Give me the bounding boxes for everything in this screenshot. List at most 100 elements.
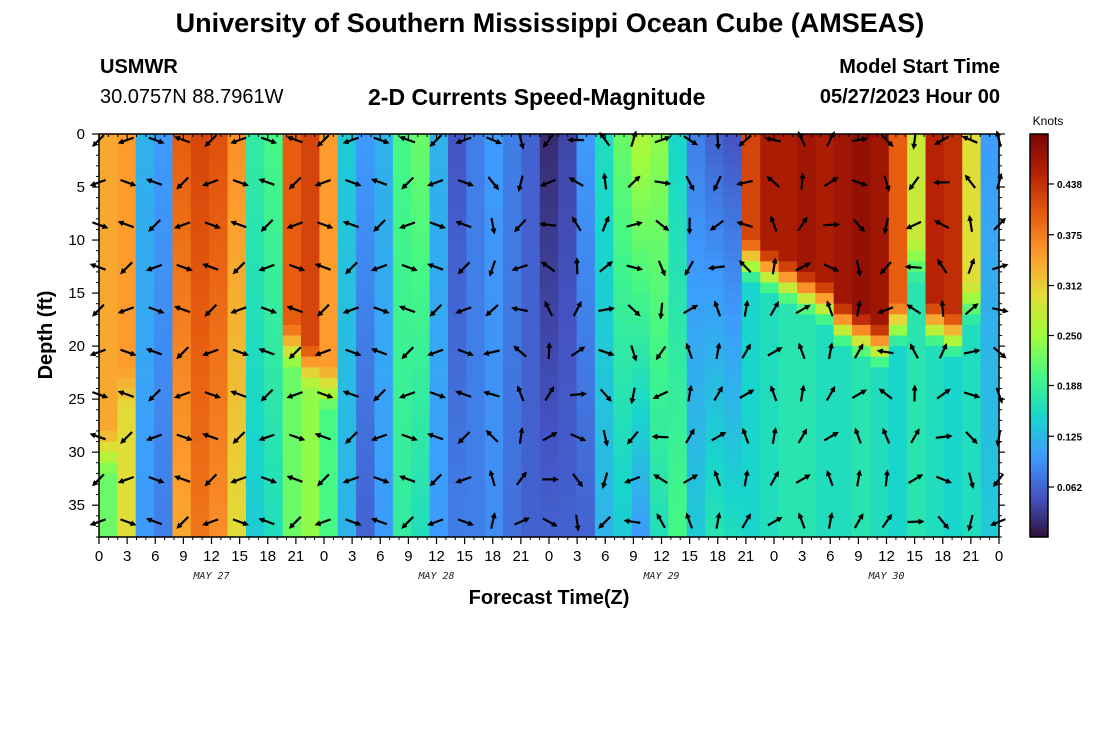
heat-cell [337, 271, 357, 284]
heat-cell [172, 399, 192, 411]
heat-cell [888, 346, 908, 358]
heat-cell [796, 134, 816, 146]
current-arrow [401, 516, 415, 529]
heat-cell [521, 462, 541, 474]
heat-cell [650, 377, 669, 390]
current-vector-arrows [89, 130, 1009, 532]
heat-cell [705, 388, 725, 400]
heat-cell [778, 494, 798, 506]
current-arrow [260, 306, 278, 314]
heat-cell [815, 208, 835, 220]
current-arrow [342, 390, 360, 398]
current-arrow [851, 389, 867, 399]
heat-cell [815, 409, 835, 421]
heat-cell [980, 261, 1000, 273]
heat-cell [576, 324, 596, 337]
heat-cell [980, 430, 1000, 443]
heat-cell [631, 335, 651, 347]
heat-cell [925, 282, 945, 294]
heat-cell [668, 197, 688, 209]
current-arrow [827, 511, 834, 529]
heat-cell [319, 271, 339, 284]
x-date-label: MAY 29 [642, 571, 679, 582]
heat-cell [925, 409, 945, 421]
heat-cell [796, 271, 816, 284]
heat-cell [796, 420, 816, 432]
heat-cell [209, 462, 229, 474]
heat-cell [356, 346, 376, 358]
heat-cell [705, 335, 725, 347]
heat-cell [705, 441, 725, 453]
heat-cell [870, 293, 890, 305]
heat-cell [429, 335, 449, 347]
heat-cell [943, 155, 963, 167]
heat-cell [870, 176, 890, 188]
current-arrow [713, 385, 723, 402]
current-arrow [877, 306, 894, 314]
heat-cell [778, 271, 798, 284]
heat-cell [503, 314, 523, 326]
heat-cell [282, 240, 302, 252]
heat-cell [907, 293, 927, 305]
heat-cell [833, 388, 853, 400]
heat-cell [576, 505, 596, 517]
current-arrow [316, 303, 330, 317]
heat-cell [925, 155, 945, 167]
heat-cell [264, 356, 284, 368]
heat-cell [337, 240, 357, 252]
heat-cell [668, 505, 688, 517]
heat-cell [429, 155, 449, 167]
heat-cell [374, 420, 394, 432]
heat-cell [356, 271, 376, 284]
heat-cell [668, 409, 688, 421]
heat-cell [484, 335, 504, 347]
heat-cell [282, 176, 302, 188]
heat-cell [209, 494, 229, 506]
heat-cell [466, 526, 486, 538]
current-arrow [629, 387, 636, 405]
heat-cell [282, 208, 302, 220]
heat-cell [594, 399, 614, 411]
current-arrow [288, 176, 302, 190]
heat-cell [99, 462, 118, 474]
heat-cell [447, 346, 467, 358]
heat-cell [521, 367, 541, 379]
heat-cell [337, 462, 357, 474]
heat-cell [833, 346, 853, 358]
heat-cell [521, 134, 541, 146]
heat-cell [466, 314, 486, 326]
heat-cell [466, 346, 486, 358]
heat-cell [741, 165, 761, 178]
heat-cell [980, 293, 1000, 305]
current-arrow [544, 386, 555, 402]
heat-cell [411, 229, 431, 241]
heat-cell [686, 324, 706, 337]
heat-cell [613, 505, 633, 517]
heat-cell [852, 303, 872, 315]
heat-cell [668, 430, 688, 443]
heat-cell [631, 293, 651, 305]
heat-cell [466, 441, 486, 453]
heat-cell [392, 240, 412, 252]
x-tick-label: 6 [376, 548, 384, 565]
heat-cell [723, 441, 743, 453]
heat-cell [172, 208, 192, 220]
heat-cell [631, 282, 651, 294]
heat-cell [374, 452, 394, 464]
heat-cell [980, 409, 1000, 421]
heat-cell [539, 356, 559, 368]
heat-cell [411, 282, 431, 294]
current-arrow [345, 348, 362, 357]
heat-cell [503, 335, 523, 347]
heat-cell [484, 526, 504, 538]
heat-cell [484, 399, 504, 411]
heat-cell [778, 293, 798, 305]
current-arrow [345, 261, 358, 275]
heat-cell [392, 250, 412, 262]
heat-cell [117, 144, 137, 156]
heat-cell [705, 165, 725, 178]
current-arrow [145, 178, 163, 186]
heat-cell [521, 271, 541, 284]
heat-cell [760, 356, 780, 368]
heat-cell [668, 462, 688, 474]
